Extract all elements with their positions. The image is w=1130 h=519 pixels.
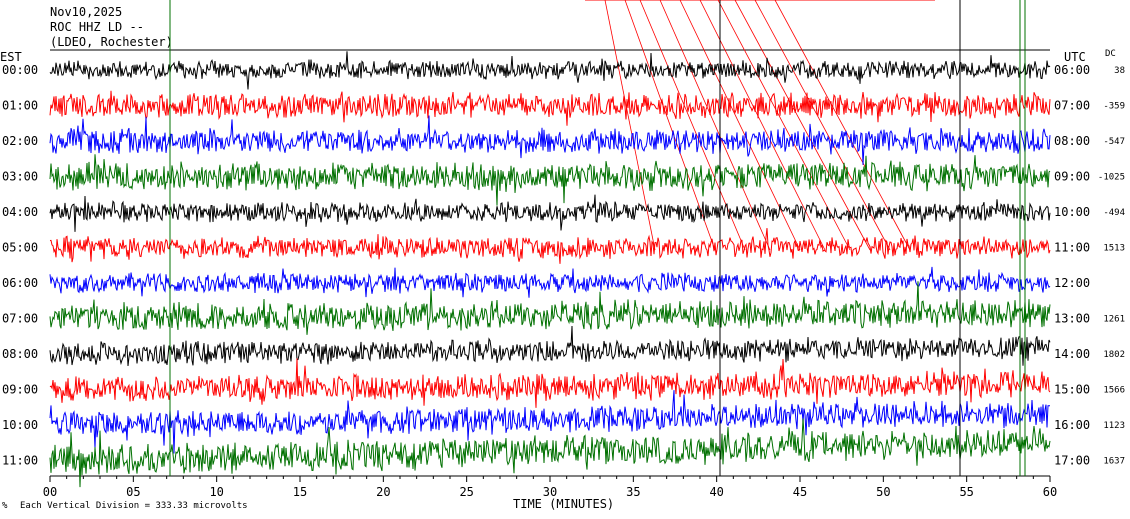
event-marker-diagonal [754,0,891,251]
header-station: ROC HHZ LD -- [50,20,144,34]
x-tick-label: 35 [626,485,640,499]
dc-offset-label: 1802 [1103,350,1125,360]
trace-line-1100 [49,418,1051,488]
est-hour-label: 03:00 [2,170,38,184]
x-tick-label: 50 [876,485,890,499]
trace-line-0800 [49,325,1051,367]
x-tick-label: 20 [376,485,390,499]
x-tick-label: 40 [709,485,723,499]
est-hour-label: 01:00 [2,99,38,113]
event-marker-diagonal [659,0,771,251]
trace-line-0500 [49,228,1051,264]
trace-line-0300 [49,154,1051,206]
dc-offset-label: -547 [1103,137,1125,147]
utc-hour-label: 15:00 [1054,383,1090,397]
dc-offset-label: 1123 [1103,421,1125,431]
x-axis-ticks: 00 05 10 15 20 25 30 35 40 45 50 55 60 [43,476,1057,499]
utc-hour-label: 12:00 [1054,276,1090,290]
est-hour-label: 06:00 [2,276,38,290]
trace-line-0700 [49,281,1051,335]
dc-offset-label: 1261 [1103,315,1125,325]
trace-line-0900 [49,358,1051,408]
x-tick-label: 25 [459,485,473,499]
est-hour-label: 02:00 [2,134,38,148]
x-tick-label: 60 [1043,485,1057,499]
est-hour-label: 09:00 [2,383,38,397]
header-network: (LDEO, Rochester) [50,35,173,49]
est-hour-label: 05:00 [2,241,38,255]
event-marker-diagonal [624,0,716,251]
seismic-traces [49,0,1051,488]
header-date: Nov10,2025 [50,5,122,19]
est-hour-label: 10:00 [2,418,38,432]
dc-offset-label: 38 [1114,66,1125,76]
dc-offset-label: -1025 [1098,173,1125,183]
trace-line-0400 [49,194,1051,232]
dc-offset-label: -359 [1103,102,1125,112]
est-hour-label: 08:00 [2,347,38,361]
x-tick-label: 15 [293,485,307,499]
est-hour-label: 00:00 [2,63,38,77]
dc-offset-label: 1566 [1103,386,1125,396]
dc-column-label: DC [1105,49,1116,59]
utc-hour-label: 16:00 [1054,418,1090,432]
utc-hour-label: 11:00 [1054,241,1090,255]
utc-hour-label: 08:00 [1054,134,1090,148]
trace-line-0100 [49,90,1051,126]
scale-note: Each Vertical Division = 333.33 microvol… [20,501,248,511]
est-hour-label: 04:00 [2,205,38,219]
event-marker-diagonal [774,0,911,251]
trace-line-0600 [49,266,1051,298]
utc-hour-label: 14:00 [1054,347,1090,361]
event-markers [585,0,935,251]
x-tick-label: 45 [793,485,807,499]
trace-labels: 00:00 06:00 38 01:00 07:00 -359 02:00 08:00 -547… [2,63,1125,468]
scale-note-marker: % [2,501,8,511]
trace-line-0200 [49,115,1051,165]
utc-hour-label: 06:00 [1054,63,1090,77]
est-axis-label: EST [0,50,22,64]
dc-offset-label: -494 [1103,208,1125,218]
trace-line-0000 [49,51,1051,90]
utc-hour-label: 09:00 [1054,170,1090,184]
trace-line-1000 [49,390,1050,454]
utc-axis-label: UTC [1064,50,1086,64]
x-axis-label: TIME (MINUTES) [513,497,614,511]
utc-hour-label: 13:00 [1054,312,1090,326]
event-marker-diagonal [734,0,871,251]
x-tick-label: 30 [543,485,557,499]
est-hour-label: 07:00 [2,312,38,326]
est-hour-label: 11:00 [2,454,38,468]
utc-hour-label: 17:00 [1054,454,1090,468]
x-tick-label: 00 [43,485,57,499]
x-tick-label: 55 [959,485,973,499]
utc-hour-label: 10:00 [1054,205,1090,219]
event-marker-diagonal [699,0,826,251]
x-tick-label: 05 [126,485,140,499]
utc-hour-label: 07:00 [1054,99,1090,113]
dc-offset-label: 1637 [1103,457,1125,467]
x-tick-label: 10 [209,485,223,499]
dc-offset-label: 1513 [1103,244,1125,254]
